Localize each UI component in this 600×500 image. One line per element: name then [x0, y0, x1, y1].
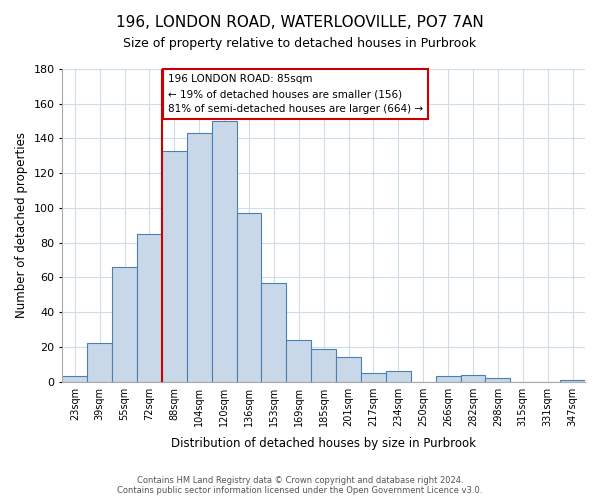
Bar [262, 282, 286, 382]
X-axis label: Distribution of detached houses by size in Purbrook: Distribution of detached houses by size … [171, 437, 476, 450]
Bar [461, 374, 485, 382]
Text: Size of property relative to detached houses in Purbrook: Size of property relative to detached ho… [124, 38, 476, 51]
Y-axis label: Number of detached properties: Number of detached properties [15, 132, 28, 318]
Bar [386, 371, 411, 382]
Bar [485, 378, 511, 382]
Bar [137, 234, 162, 382]
Bar [560, 380, 585, 382]
Bar [162, 150, 187, 382]
Bar [212, 121, 236, 382]
Bar [187, 134, 212, 382]
Bar [361, 373, 386, 382]
Text: 196 LONDON ROAD: 85sqm
← 19% of detached houses are smaller (156)
81% of semi-de: 196 LONDON ROAD: 85sqm ← 19% of detached… [168, 74, 423, 114]
Bar [286, 340, 311, 382]
Bar [112, 267, 137, 382]
Bar [436, 376, 461, 382]
Bar [87, 344, 112, 382]
Text: Contains HM Land Registry data © Crown copyright and database right 2024.
Contai: Contains HM Land Registry data © Crown c… [118, 476, 482, 495]
Text: 196, LONDON ROAD, WATERLOOVILLE, PO7 7AN: 196, LONDON ROAD, WATERLOOVILLE, PO7 7AN [116, 15, 484, 30]
Bar [311, 348, 336, 382]
Bar [62, 376, 87, 382]
Bar [236, 213, 262, 382]
Bar [336, 358, 361, 382]
